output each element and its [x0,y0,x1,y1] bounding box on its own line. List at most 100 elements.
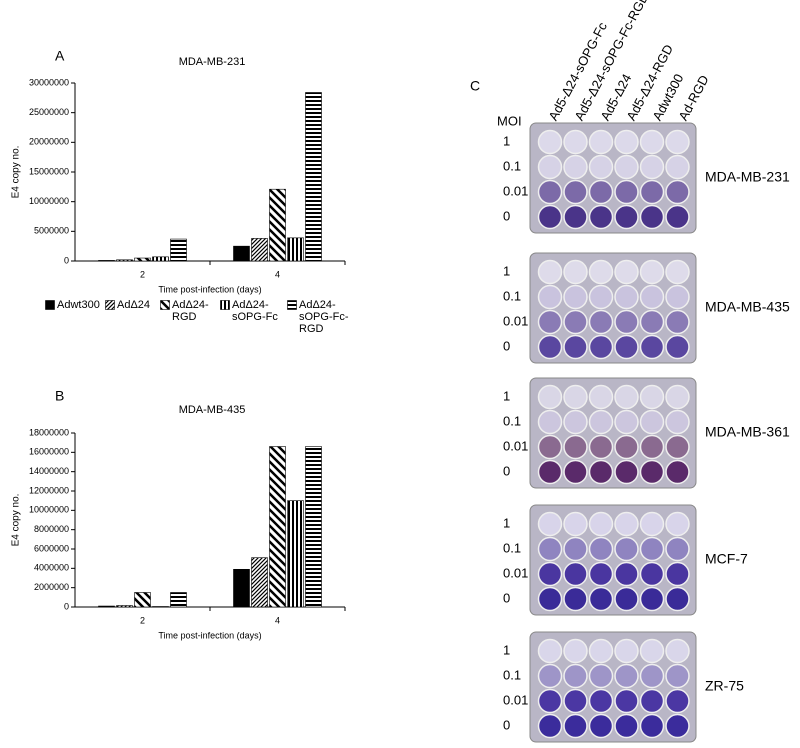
chart-title: MDA-MB-231 [179,56,246,68]
well [665,309,690,335]
legend-label: AdΔ24 [117,299,151,311]
well [614,409,639,435]
well [614,688,639,714]
well [665,409,690,435]
well [639,561,665,587]
legend-swatch [220,300,230,310]
well [537,536,563,562]
chart-title: MDA-MB-435 [179,404,246,416]
well [639,713,665,739]
moi-label: 0.01 [503,438,528,453]
bar [134,592,151,608]
legend-item: AdΔ24 [105,299,175,311]
well [588,511,614,537]
well [614,459,639,485]
well [639,129,665,155]
legend-item: Adwt300 [45,299,115,311]
moi-label: 0.1 [503,288,521,303]
well [563,129,588,155]
well [537,334,563,360]
well [639,586,665,612]
well [614,663,639,689]
moi-label: 0.01 [503,565,528,580]
well [639,334,665,360]
well [665,713,690,739]
legend-label: AdΔ24-RGD [172,299,209,323]
well [588,259,614,285]
moi-label: 0.1 [503,540,521,555]
well [537,409,563,435]
moi-label: 0.1 [503,158,521,173]
well [588,154,614,180]
well [665,204,690,230]
y-tick-label: 6000000 [34,543,69,553]
well [639,179,665,205]
well [614,179,639,205]
well [588,663,614,689]
well [537,129,563,155]
well [639,459,665,485]
bar [287,237,304,262]
well [588,434,614,460]
moi-label: 0 [503,463,510,478]
well [639,204,665,230]
well [563,459,588,485]
well [588,334,614,360]
bar [287,500,304,608]
y-tick-label: 30000000 [29,77,69,87]
bar [98,260,115,262]
well [563,713,588,739]
well [588,713,614,739]
moi-label: 0.01 [503,692,528,707]
y-tick-label: 25000000 [29,107,69,117]
bar [305,446,322,608]
well [563,586,588,612]
y-tick-label: 8000000 [34,524,69,534]
legend-swatch [45,300,55,310]
bar [233,568,250,608]
moi-label: 1 [503,133,510,148]
well [537,713,563,739]
well [537,284,563,310]
moi-label: 0 [503,338,510,353]
well [588,688,614,714]
legend-swatch [160,300,170,310]
well [639,434,665,460]
well [665,511,690,537]
well [537,561,563,587]
well [537,638,563,664]
bar [116,605,133,608]
legend-swatch [105,300,115,310]
well [639,663,665,689]
y-tick-label: 18000000 [29,427,69,437]
well [665,154,690,180]
x-axis-label: Time post-infection (days) [158,284,261,294]
well [614,536,639,562]
panel-label: A [55,48,65,64]
well [537,586,563,612]
well [614,259,639,285]
well [563,179,588,205]
legend-item: AdΔ24-sOPG-Fc-RGD [287,299,357,335]
moi-label: 0.01 [503,313,528,328]
well [563,259,588,285]
y-tick-label: 5000000 [34,226,69,236]
well [537,459,563,485]
well [563,309,588,335]
y-tick-label: 15000000 [29,166,69,176]
well [588,309,614,335]
bar [233,245,250,262]
well [588,129,614,155]
bar [116,259,133,262]
bar [98,605,115,608]
y-tick-label: 12000000 [29,485,69,495]
cell-line-label: MCF-7 [705,551,748,567]
well [537,179,563,205]
well [563,334,588,360]
y-tick-label: 20000000 [29,137,69,147]
well [563,384,588,410]
bar [251,238,268,262]
well [563,536,588,562]
moi-label: 0 [503,717,510,732]
